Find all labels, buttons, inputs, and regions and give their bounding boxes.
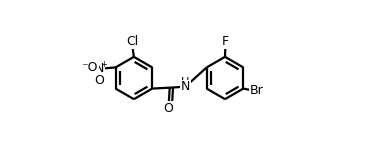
Text: +: + — [100, 60, 107, 69]
Text: O: O — [163, 102, 173, 115]
Text: Br: Br — [250, 84, 263, 97]
Text: N: N — [181, 80, 190, 93]
Text: Cl: Cl — [127, 35, 139, 48]
Text: O: O — [94, 74, 104, 87]
Text: ⁻O: ⁻O — [82, 61, 98, 74]
Text: H: H — [181, 77, 190, 87]
Text: N: N — [95, 62, 104, 75]
Text: F: F — [222, 35, 229, 48]
